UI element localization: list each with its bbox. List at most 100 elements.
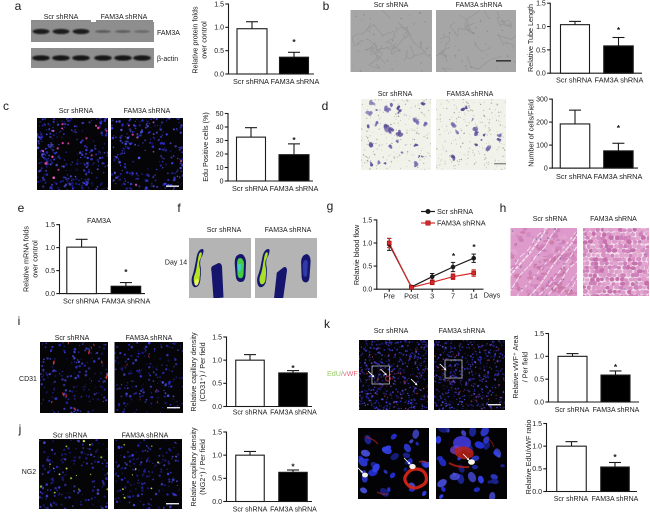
svg-text:Relatvie blood flow: Relatvie blood flow [352, 224, 361, 285]
svg-text:FAM3A shRNA: FAM3A shRNA [270, 184, 319, 193]
svg-text:0.5: 0.5 [536, 47, 546, 54]
svg-text:1.5: 1.5 [363, 217, 373, 224]
svg-text:1.5: 1.5 [214, 1, 224, 8]
svg-text:1.0: 1.0 [363, 240, 373, 247]
svg-text:FAM3A shRNA: FAM3A shRNA [447, 91, 494, 98]
svg-text:*: * [291, 462, 295, 472]
svg-text:a: a [15, 0, 22, 13]
svg-text:*: * [472, 242, 476, 252]
svg-text:c: c [3, 99, 9, 113]
svg-text:300: 300 [536, 97, 548, 104]
svg-text:β-actin: β-actin [157, 56, 178, 63]
svg-text:40: 40 [216, 124, 224, 131]
svg-text:0: 0 [544, 166, 548, 173]
svg-text:*: * [124, 267, 128, 277]
svg-text:EdU/vWF: EdU/vWF [327, 369, 358, 378]
svg-text:Scr shRNA: Scr shRNA [554, 496, 589, 503]
svg-text:(CD31⁺) / Per field: (CD31⁺) / Per field [198, 342, 207, 401]
svg-text:Scr shRNA: Scr shRNA [233, 77, 269, 86]
svg-text:Scr shRNA: Scr shRNA [556, 76, 592, 85]
svg-text:Scr shRNA: Scr shRNA [233, 410, 268, 417]
svg-text:FAM3A shRNA: FAM3A shRNA [592, 496, 639, 503]
svg-text:0.0: 0.0 [536, 71, 546, 78]
svg-text:i: i [18, 314, 21, 328]
svg-text:1.5: 1.5 [45, 222, 55, 229]
svg-text:Relative capillary density: Relative capillary density [189, 332, 198, 412]
svg-text:1.0: 1.0 [534, 354, 544, 361]
svg-text:1.0: 1.0 [212, 358, 222, 365]
svg-text:Edu Positive cells (%): Edu Positive cells (%) [201, 112, 210, 182]
svg-text:Days: Days [484, 291, 501, 300]
svg-text:Number of cells/Field: Number of cells/Field [527, 99, 536, 167]
svg-text:0.5: 0.5 [534, 377, 544, 384]
svg-text:*: * [452, 251, 456, 261]
svg-text:FAM3A: FAM3A [87, 216, 111, 225]
svg-text:1.0: 1.0 [212, 453, 222, 460]
svg-text:1.5: 1.5 [534, 331, 544, 338]
svg-text:(NG2⁺) / Per field: (NG2⁺) / Per field [198, 439, 207, 495]
svg-text:FAM3A shRNA: FAM3A shRNA [590, 216, 637, 223]
svg-text:0.0: 0.0 [534, 399, 544, 406]
svg-text:Scr shRNA: Scr shRNA [233, 507, 268, 514]
svg-text:Scr shRNA: Scr shRNA [44, 14, 79, 21]
svg-text:Scr shRNA: Scr shRNA [53, 433, 88, 440]
svg-text:3: 3 [430, 292, 434, 301]
svg-text:1.5: 1.5 [212, 429, 222, 436]
svg-text:Scr shRNA: Scr shRNA [374, 2, 409, 9]
svg-text:Relative vWF⁺ Area: Relative vWF⁺ Area [511, 335, 520, 398]
svg-text:20: 20 [216, 151, 224, 158]
svg-text:Scr shRNA: Scr shRNA [63, 297, 99, 306]
svg-text:k: k [324, 317, 331, 331]
svg-text:j: j [18, 422, 22, 436]
svg-text:30: 30 [216, 138, 224, 145]
svg-text:Relative protein folds: Relative protein folds [191, 6, 200, 74]
svg-text:0.5: 0.5 [214, 48, 224, 55]
svg-text:1.5: 1.5 [536, 1, 546, 8]
svg-text:0.0: 0.0 [45, 291, 55, 298]
svg-text:over control: over control [200, 21, 209, 59]
svg-text:Scr shRNA: Scr shRNA [207, 227, 242, 234]
svg-text:CD31: CD31 [19, 376, 37, 383]
svg-text:b: b [323, 0, 330, 13]
svg-text:FAM3A shRNA: FAM3A shRNA [594, 172, 643, 181]
svg-text:FAM3A shRNA: FAM3A shRNA [456, 2, 503, 9]
svg-text:0.5: 0.5 [45, 268, 55, 275]
svg-text:Relative EdU/vWF ratio: Relative EdU/vWF ratio [524, 420, 533, 495]
svg-text:1.0: 1.0 [45, 245, 55, 252]
svg-text:0: 0 [220, 178, 224, 185]
svg-text:FAM3A shRNA: FAM3A shRNA [265, 227, 312, 234]
svg-text:*: * [292, 135, 296, 145]
svg-text:FAM3A: FAM3A [157, 30, 180, 37]
svg-text:Scr shRNA: Scr shRNA [55, 335, 90, 342]
svg-text:Scr shRNA: Scr shRNA [378, 91, 413, 98]
svg-text:/ Per field: / Per field [521, 352, 530, 382]
svg-text:0.0: 0.0 [214, 71, 224, 78]
svg-text:0.5: 0.5 [212, 476, 222, 483]
svg-text:FAM3A shRNA: FAM3A shRNA [439, 328, 486, 335]
svg-text:0.0: 0.0 [212, 404, 222, 411]
svg-text:FAM3A shRNA: FAM3A shRNA [271, 77, 320, 86]
svg-text:over control: over control [31, 240, 40, 278]
svg-text:FAM3A shRNA: FAM3A shRNA [102, 297, 151, 306]
svg-text:FAM3A shRNA: FAM3A shRNA [270, 507, 317, 514]
svg-text:f: f [177, 201, 181, 215]
svg-text:14: 14 [470, 292, 478, 301]
svg-text:FAM3A shRNA: FAM3A shRNA [593, 407, 640, 414]
svg-text:Scr shRNA: Scr shRNA [556, 172, 592, 181]
svg-text:10: 10 [216, 165, 224, 172]
svg-text:0.0: 0.0 [212, 499, 222, 506]
svg-text:1.0: 1.0 [214, 25, 224, 32]
svg-text:*: * [613, 452, 617, 462]
svg-text:FAM3A shRNA: FAM3A shRNA [126, 335, 173, 342]
svg-text:h: h [500, 201, 507, 215]
svg-text:1.0: 1.0 [532, 444, 542, 451]
svg-text:g: g [327, 199, 334, 213]
svg-text:0.5: 0.5 [532, 466, 542, 473]
svg-text:Scr shRNA: Scr shRNA [232, 184, 268, 193]
svg-text:d: d [322, 99, 329, 113]
svg-text:Scr shRNA: Scr shRNA [59, 108, 94, 115]
svg-text:0.0: 0.0 [363, 287, 373, 294]
svg-text:Scr shRNA: Scr shRNA [555, 407, 590, 414]
svg-text:200: 200 [536, 120, 548, 127]
svg-text:FAM3A shRNA: FAM3A shRNA [437, 219, 486, 228]
